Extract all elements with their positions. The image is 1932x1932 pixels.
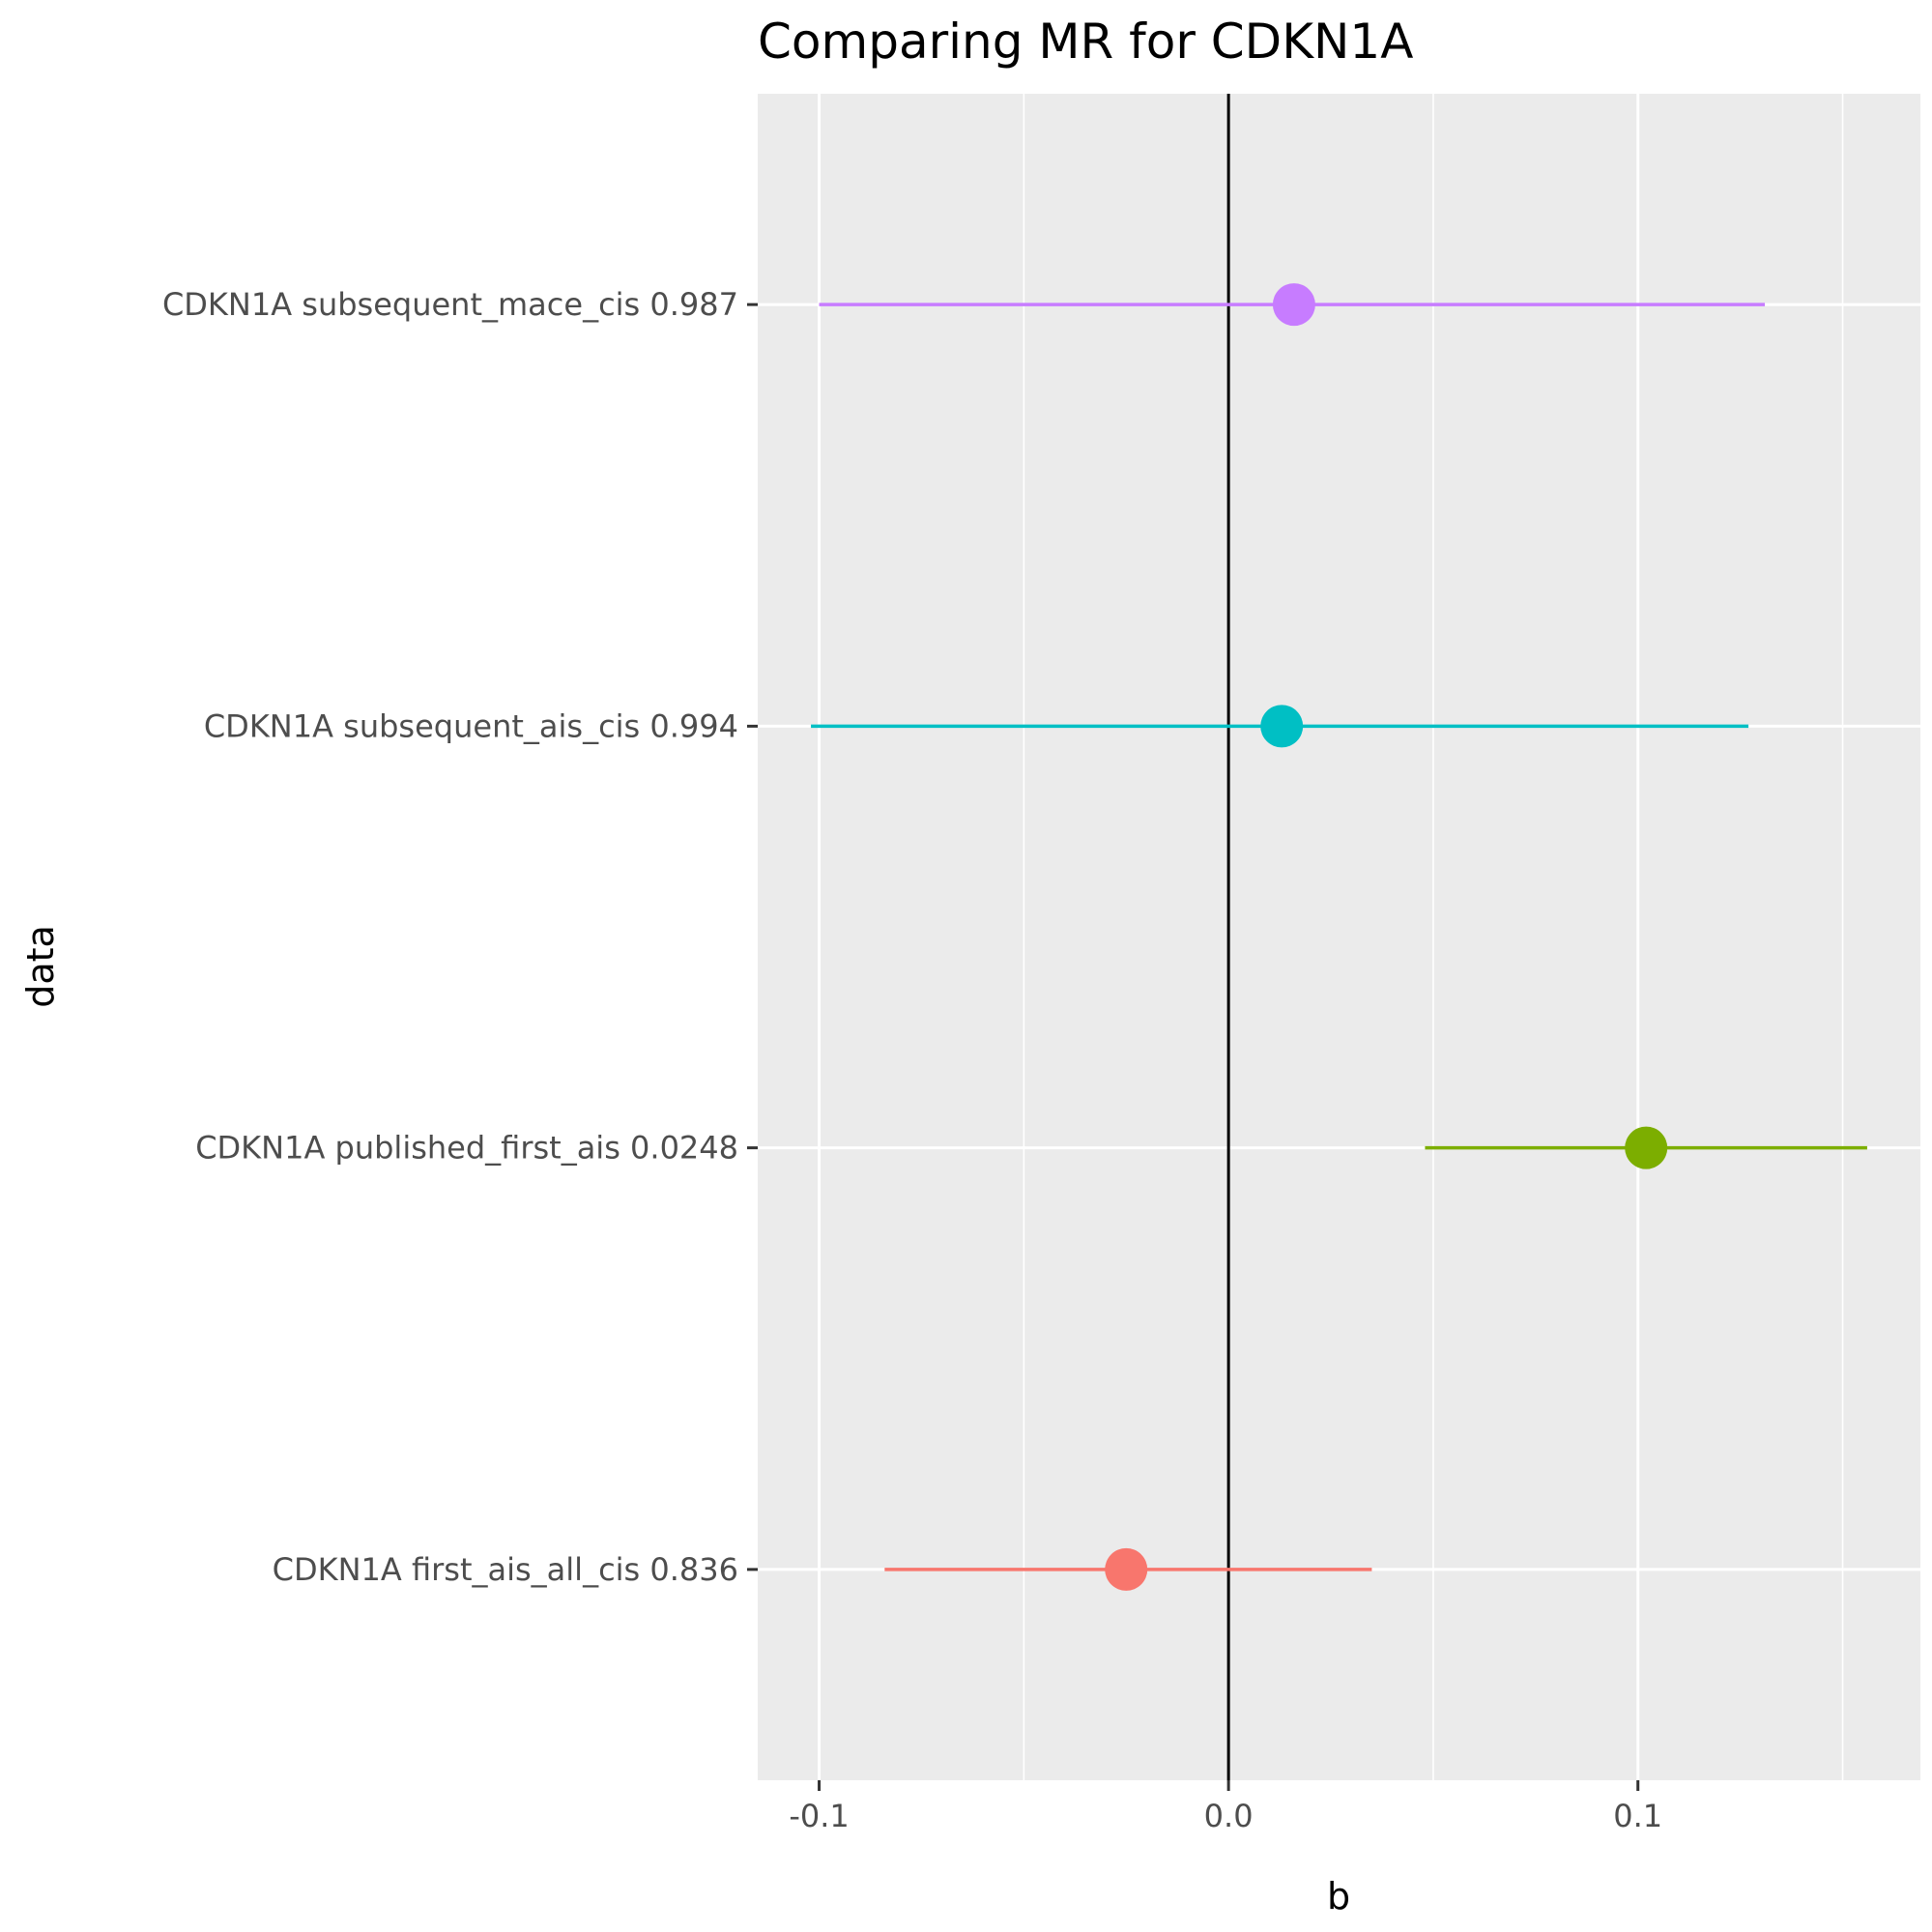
y-axis-title: data bbox=[19, 925, 62, 1008]
estimate-point bbox=[1625, 1126, 1668, 1169]
estimate-marks bbox=[811, 283, 1867, 1591]
minor-gridlines bbox=[1023, 94, 1844, 1780]
y-axis: CDKN1A first_ais_all_cis 0.836 CDKN1A pub… bbox=[162, 286, 758, 1588]
plot-panel bbox=[758, 94, 1920, 1780]
y-tick-label: CDKN1A subsequent_mace_cis 0.987 bbox=[162, 286, 738, 323]
y-tick-label: CDKN1A first_ais_all_cis 0.836 bbox=[273, 1551, 738, 1588]
y-tick-label: CDKN1A subsequent_ais_cis 0.994 bbox=[204, 707, 738, 744]
estimate-point bbox=[1105, 1547, 1148, 1591]
x-tick-label: 0.1 bbox=[1613, 1798, 1662, 1834]
estimate-point bbox=[1260, 705, 1304, 748]
x-tick-label: 0.0 bbox=[1204, 1798, 1254, 1834]
x-tick-label: -0.1 bbox=[789, 1798, 849, 1834]
y-tick-label: CDKN1A published_first_ais 0.0248 bbox=[195, 1130, 738, 1167]
x-axis: -0.1 0.0 0.1 bbox=[789, 1780, 1662, 1834]
x-axis-title: b bbox=[1327, 1875, 1350, 1918]
estimate-point bbox=[1272, 283, 1315, 327]
chart-title: Comparing MR for CDKN1A bbox=[758, 14, 1413, 70]
